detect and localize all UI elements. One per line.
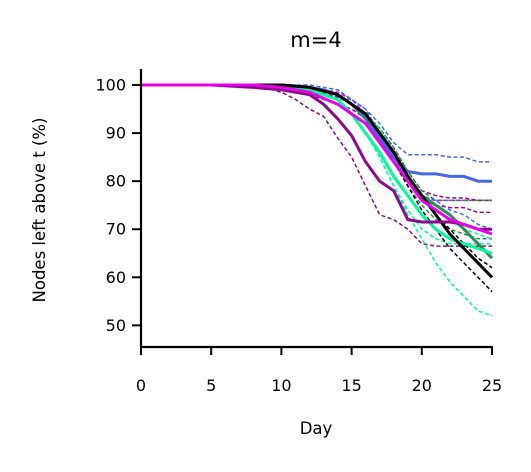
- series-line-18: [141, 83, 492, 231]
- series-line-2: [141, 84, 492, 247]
- series-line-8: [141, 84, 492, 240]
- x-tick-label: 20: [412, 376, 432, 395]
- x-tick-label: 15: [341, 376, 361, 395]
- x-tick-label: 5: [206, 376, 216, 395]
- x-tick-label: 0: [136, 376, 146, 395]
- y-tick-label: 50: [106, 316, 126, 335]
- series-line-19: [141, 83, 493, 236]
- y-tick-label: 70: [106, 220, 126, 239]
- ticks-layer: 0 5 10 15 20 25 50 60 70 80 90 100: [95, 76, 502, 395]
- series-line-10: [141, 84, 492, 245]
- series-line-6: [141, 84, 492, 202]
- series-line-11: [141, 84, 493, 240]
- x-axis-label: Day: [300, 419, 333, 438]
- x-tick-label: 10: [271, 376, 291, 395]
- series-line-1: [141, 84, 492, 202]
- series-line-4: [141, 84, 492, 202]
- series-line-16: [141, 83, 493, 255]
- series-line-3: [141, 84, 492, 214]
- y-tick-label: 60: [106, 268, 126, 287]
- series-line-13: [141, 84, 493, 269]
- y-tick-label: 80: [106, 172, 126, 191]
- series-line-12: [141, 84, 493, 293]
- y-tick-label: 100: [95, 76, 126, 95]
- x-tick-label: 25: [482, 376, 502, 395]
- series-layer: [141, 83, 494, 317]
- y-axis-label: Nodes left above t (%): [30, 118, 49, 303]
- y-tick-label: 90: [106, 124, 126, 143]
- series-line-7: [141, 84, 493, 230]
- series-line-17: [141, 83, 494, 279]
- chart-title: m=4: [290, 28, 341, 52]
